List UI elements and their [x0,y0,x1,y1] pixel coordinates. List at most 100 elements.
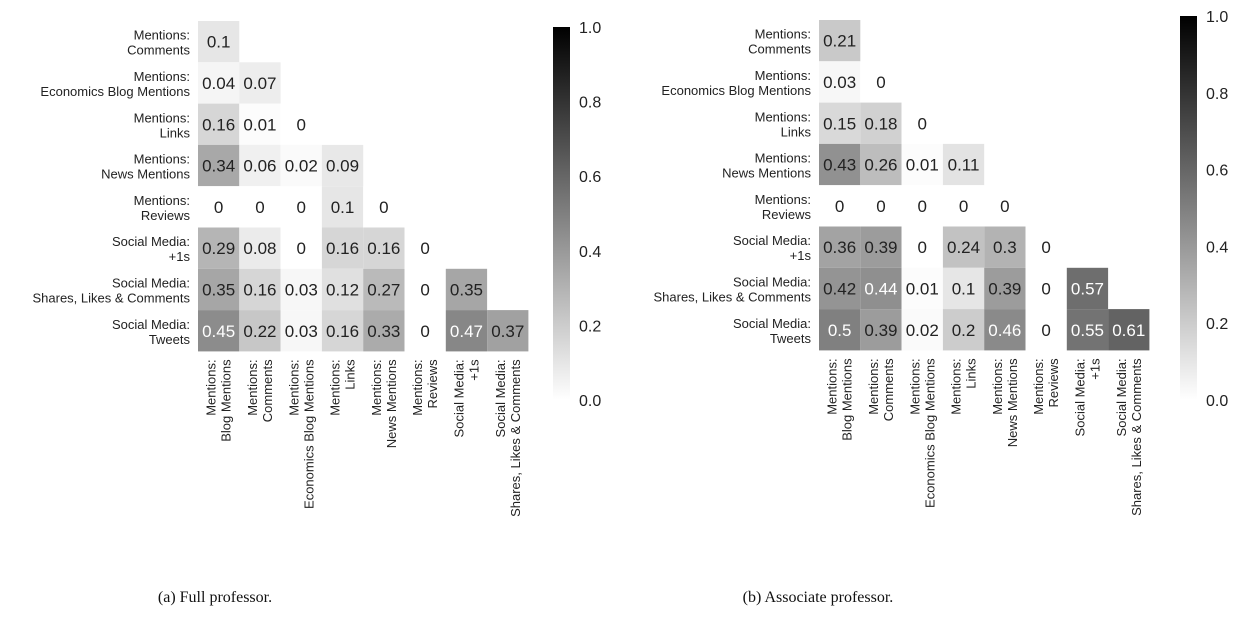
cell-value-label: 0 [379,198,388,217]
cell-value-label: 0.39 [988,279,1021,298]
row-tick-label: Social Media: Shares, Likes & Comments [32,275,190,305]
col-tick-label: Mentions:Economics Blog Mentions [286,359,316,509]
heatmap-cell [819,20,861,62]
heatmap-cell [445,268,488,311]
heatmap-cell [860,226,902,268]
cell-value-label: 0.36 [823,238,856,257]
heatmap-panel-1: 0.21 0.03 0 0.15 0.18 0 0.43 0.26 0.01 0.11 0 0 0 0 0 0… [653,9,1228,516]
col-tick-label-line: Comments [881,358,896,421]
cell-value-label: 0.18 [864,114,897,133]
col-tick-label-line: Mentions: [990,358,1005,414]
row-tick-label: Social Media: Shares, Likes & Comments [653,274,811,304]
heatmap-cell [239,227,281,269]
col-tick-label-line: Mentions: [825,358,840,414]
row-tick-label: Mentions: Comments [127,28,190,58]
cell-value-label: 0.42 [823,279,856,298]
heatmap-cell [901,267,943,310]
heatmap-cell [239,103,281,145]
col-tick-label-line: Mentions: [204,359,219,415]
row-tick-label-line: Links [160,125,191,140]
heatmap-cell [901,185,943,227]
row-tick-label-line: Links [781,124,812,139]
row-tick-label: Mentions: Links [134,110,191,140]
row-tick-label: Social Media: Tweets [112,317,191,347]
row-tick-label-line: Social Media: [733,274,811,289]
row-tick-label: Mentions: Links [755,109,812,139]
row-tick-label-line: Comments [748,42,811,57]
heatmap-cell [984,309,1026,351]
col-tick-label-line: Mentions: [286,359,301,415]
row-tick-label-line: Reviews [762,207,812,222]
cell-value-label: 0.27 [367,280,400,299]
cell-value-label: 0.04 [202,74,235,93]
col-tick-label: Mentions:Links [949,358,979,415]
heatmap-cell [1066,309,1109,351]
heatmap-cell [198,227,240,269]
row-tick-label-line: News Mentions [101,167,190,182]
row-tick-label-line: Social Media: [112,234,190,249]
col-tick-label-line: Blog Mentions [840,358,855,441]
heatmap-cell [819,267,861,310]
cell-value-label: 0.15 [823,114,856,133]
heatmap-cell [860,185,902,227]
col-tick-label-line: Mentions: [245,359,260,415]
heatmap-cell [984,267,1026,310]
row-tick-label: Mentions: Economics Blog Mentions [40,69,190,99]
heatmap-cell [198,310,240,352]
cell-value-label: 0.06 [243,157,276,176]
cell-value-label: 0.26 [864,156,897,175]
colorbar-tick-label: 1.0 [1206,9,1228,26]
row-tick-label-line: Economics Blog Mentions [661,83,811,98]
heatmap-cell [239,186,281,228]
colorbar-tick-label: 0.8 [1206,86,1228,103]
caption-full-professor: (a) Full professor. [158,589,272,606]
cell-value-label: 0.1 [952,279,976,298]
heatmap-cell [819,185,861,227]
colorbar-tick-label: 0.0 [1206,393,1228,410]
col-tick-label: Social Media:+1s [1072,358,1102,437]
row-tick-label-line: News Mentions [722,166,811,181]
heatmap-cell [280,103,322,145]
cell-value-label: 0.16 [243,280,276,299]
row-tick-label: Mentions: News Mentions [101,152,190,182]
heatmap-cell [984,226,1026,268]
col-tick-label: Mentions:Links [328,359,358,416]
row-tick-label-line: Shares, Likes & Comments [653,289,811,304]
cell-value-label: 0 [918,238,927,257]
heatmap-cell [901,226,943,268]
heatmap-cell [1025,267,1067,310]
heatmap-cell [942,226,985,268]
heatmap-cell [280,268,322,311]
heatmap-cell [404,310,446,352]
col-tick-label-line: Mentions: [1031,358,1046,414]
cell-value-label: 0.09 [326,157,359,176]
col-tick-label-line: Blog Mentions [219,359,234,442]
heatmap-cell [1066,267,1109,310]
cell-value-label: 0.46 [988,321,1021,340]
cell-value-label: 0.45 [202,322,235,341]
cell-value-label: 0 [1000,197,1009,216]
row-tick-label-line: Mentions: [755,109,811,124]
col-tick-label-line: Shares, Likes & Comments [1129,358,1144,516]
row-tick-label-line: Tweets [149,332,191,347]
col-tick-label-line: Mentions: [410,359,425,415]
heatmap-cell [860,143,902,186]
col-tick-label: Mentions:News Mentions [369,359,399,448]
col-tick-label-line: +1s [1087,358,1102,380]
cell-value-label: 0.16 [326,239,359,258]
colorbar-tick-label: 1.0 [579,20,601,37]
cell-value-label: 0 [835,197,844,216]
heatmap-cell [942,143,985,186]
cell-value-label: 0 [1041,238,1050,257]
col-tick-label-line: Economics Blog Mentions [922,358,937,508]
cell-value-label: 0 [918,114,927,133]
row-tick-label-line: +1s [790,248,812,263]
row-tick-label-line: Mentions: [134,193,190,208]
cell-value-label: 0.61 [1112,321,1145,340]
colorbar-tick-label: 0.8 [579,95,601,112]
cell-value-label: 0.29 [202,239,235,258]
cell-value-label: 0 [1041,279,1050,298]
cell-value-label: 0.16 [202,115,235,134]
row-tick-label-line: Mentions: [755,192,811,207]
